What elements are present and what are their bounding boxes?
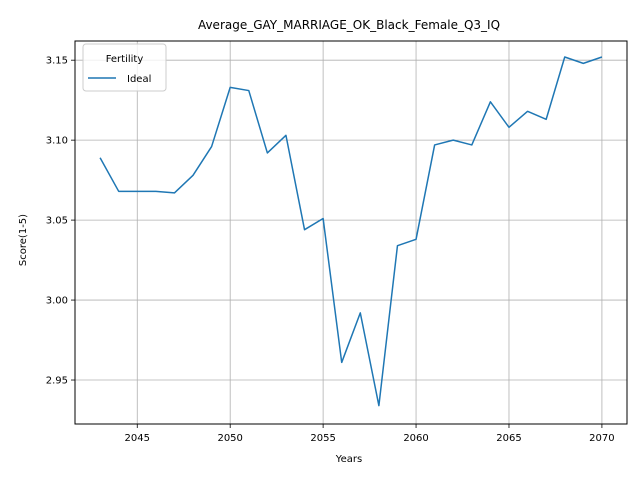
grid-lines (75, 41, 627, 424)
axis-ticks: 2045 2050 2055 2060 2065 2070 2.95 3.00 3.05 3.10… (46, 56, 615, 444)
x-tick-label: 2070 (589, 433, 614, 444)
y-axis-label: Score(1-5) (18, 214, 29, 266)
x-tick-label: 2055 (310, 433, 335, 444)
legend-title: Fertility (106, 54, 144, 65)
x-tick-label: 2045 (125, 433, 150, 444)
x-tick-label: 2065 (496, 433, 521, 444)
y-tick-label: 3.15 (46, 56, 68, 67)
y-tick-label: 3.00 (46, 296, 68, 307)
series-line-ideal (99, 56, 603, 407)
plot-frame (74, 40, 628, 425)
y-tick-label: 2.95 (46, 376, 68, 387)
x-axis-label: Years (335, 454, 362, 465)
y-tick-label: 3.05 (46, 216, 68, 227)
x-tick-label: 2060 (403, 433, 428, 444)
chart-title: Average_GAY_MARRIAGE_OK_Black_Female_Q3_… (198, 18, 500, 32)
legend: Fertility Ideal (82, 43, 167, 92)
series-lines (99, 56, 603, 407)
y-tick-label: 3.10 (46, 136, 68, 147)
legend-label-ideal: Ideal (127, 74, 151, 85)
legend-box (82, 43, 167, 92)
x-tick-label: 2050 (217, 433, 242, 444)
